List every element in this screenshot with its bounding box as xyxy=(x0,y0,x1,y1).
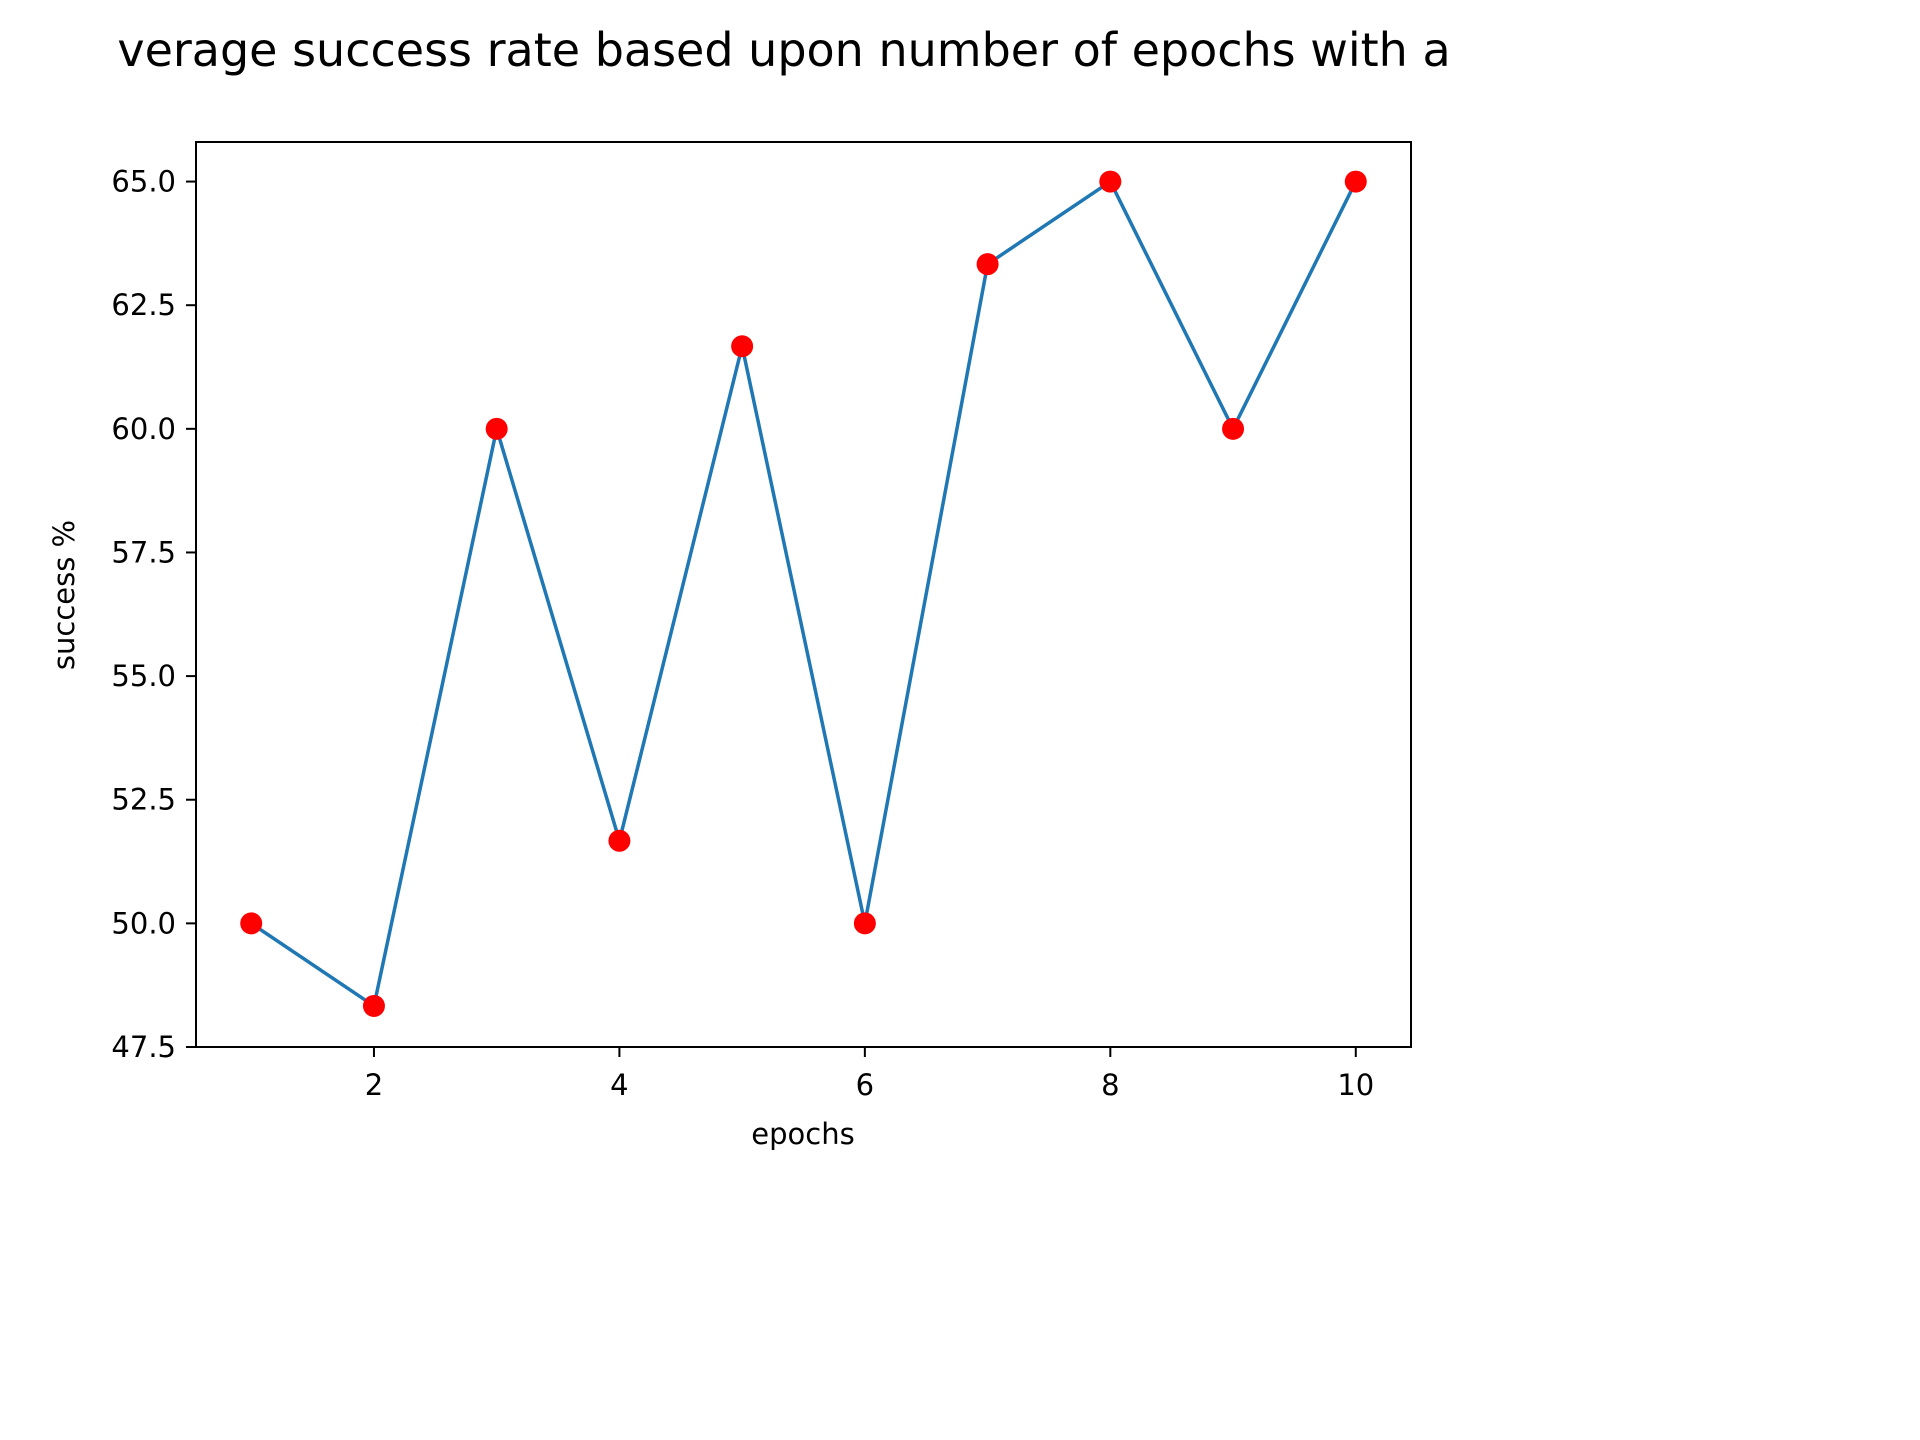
y-axis-label: success % xyxy=(47,520,81,670)
data-point xyxy=(976,253,999,276)
data-point xyxy=(362,994,385,1017)
data-point xyxy=(731,335,754,358)
series-layer xyxy=(240,170,1367,1017)
y-tick-label: 47.5 xyxy=(111,1030,176,1064)
data-point xyxy=(853,912,876,935)
chart-title: verage success rate based upon number of… xyxy=(117,23,1450,77)
x-tick-label: 6 xyxy=(856,1068,874,1102)
y-tick-label: 52.5 xyxy=(111,783,176,817)
y-axis: 47.5 50.0 52.5 55.0 57.5 60.0 62.5 65.0 xyxy=(111,165,196,1064)
x-tick-label: 4 xyxy=(610,1068,628,1102)
data-point xyxy=(1099,170,1122,193)
data-point xyxy=(485,417,508,440)
y-tick-label: 60.0 xyxy=(111,412,176,446)
y-tick-label: 55.0 xyxy=(111,659,176,693)
y-tick-label: 57.5 xyxy=(111,535,176,569)
x-tick-label: 2 xyxy=(365,1068,383,1102)
series-line xyxy=(249,179,1358,1008)
x-tick-label: 10 xyxy=(1337,1068,1374,1102)
plot-area xyxy=(196,142,1411,1047)
plot-frame xyxy=(195,141,1412,1048)
x-axis: 2 4 6 8 10 xyxy=(365,1047,1374,1102)
x-tick-label: 8 xyxy=(1101,1068,1119,1102)
data-point xyxy=(1344,170,1367,193)
data-point xyxy=(1222,417,1245,440)
y-tick-label: 62.5 xyxy=(111,288,176,322)
data-point xyxy=(240,912,263,935)
plot-background xyxy=(196,142,1411,1047)
line-chart: verage success rate based upon number of… xyxy=(47,23,1451,1151)
y-tick-label: 50.0 xyxy=(111,906,176,940)
data-point xyxy=(608,829,631,852)
x-axis-label: epochs xyxy=(751,1117,854,1151)
y-tick-label: 65.0 xyxy=(111,165,176,199)
